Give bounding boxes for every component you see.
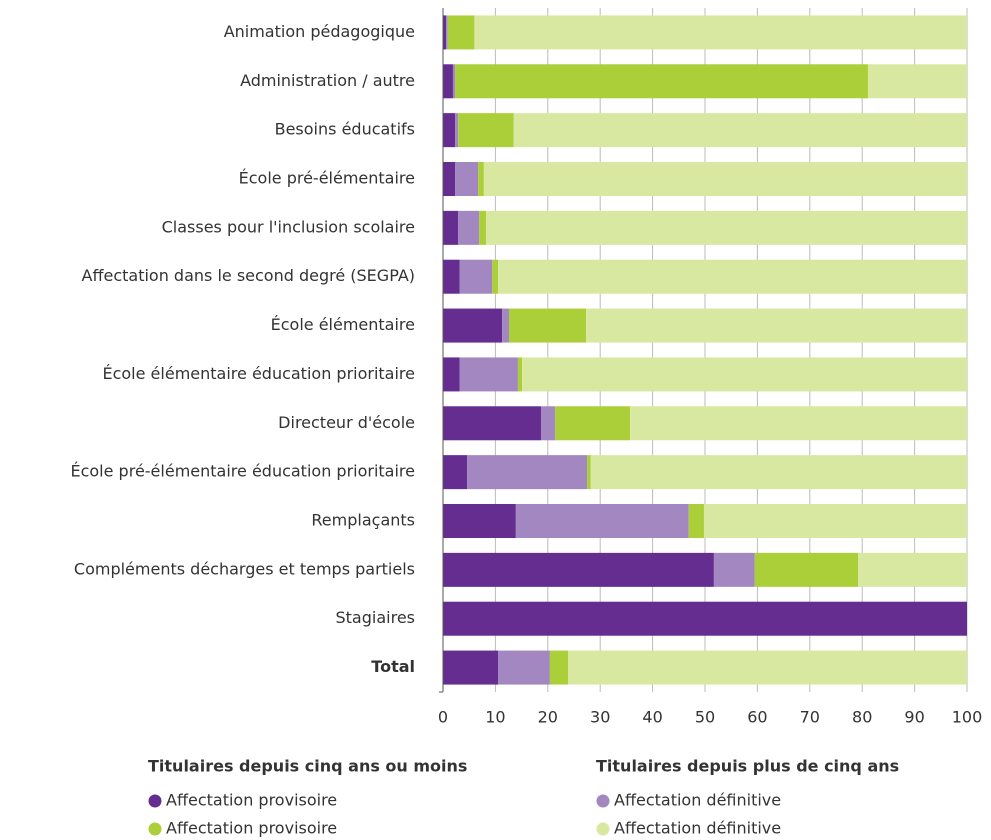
x-tick-label: 50 — [695, 708, 715, 727]
bar-segment — [590, 455, 967, 490]
y-tick-label: Classes pour l'inclusion scolaire — [162, 217, 415, 236]
y-tick-label: École élémentaire — [271, 315, 415, 334]
bar-segment — [713, 552, 755, 587]
bar-segment — [459, 259, 493, 294]
bar-segment — [478, 162, 484, 196]
bar-segment — [443, 455, 468, 490]
bar-segment — [443, 15, 447, 50]
bar-segment — [455, 162, 479, 196]
bar-segment — [443, 64, 453, 99]
y-tick-label: École pré-élémentaire éducation priorita… — [70, 462, 415, 481]
bar-segment — [630, 406, 967, 441]
legend-swatch — [596, 794, 610, 808]
legend-swatch — [596, 822, 610, 836]
legend-label: Affectation définitive — [614, 819, 781, 838]
legend-label: Affectation provisoire — [166, 819, 337, 838]
y-tick-label: Remplaçants — [311, 511, 415, 530]
bar-segment — [540, 406, 556, 441]
bar-segment — [447, 15, 475, 50]
legend-swatch — [148, 794, 162, 808]
bar-segment — [443, 210, 459, 245]
bar-segment — [443, 406, 541, 441]
bar-segment — [485, 210, 967, 245]
y-tick-label: Total — [371, 657, 415, 676]
x-tick-label: 10 — [485, 708, 505, 727]
bar-segment — [688, 504, 704, 538]
bar-segment — [458, 113, 514, 148]
legend-label: Affectation provisoire — [166, 791, 337, 810]
bar-segment — [517, 357, 523, 392]
bar-segment — [443, 113, 456, 148]
bar-segment — [513, 113, 967, 148]
bar-segment — [498, 650, 550, 685]
bar-segment — [492, 259, 499, 294]
bar-segment — [515, 504, 689, 538]
bar-segment — [467, 455, 588, 490]
bar-segment — [458, 210, 480, 245]
bar-segment — [443, 357, 460, 392]
y-tick-label: Administration / autre — [240, 71, 415, 90]
x-tick-label: 60 — [747, 708, 767, 727]
bar-segment — [754, 552, 859, 587]
x-tick-label: 80 — [852, 708, 872, 727]
bar-segment — [549, 650, 569, 685]
bar-segment — [459, 357, 518, 392]
bar-segment — [443, 601, 967, 636]
bar-segment — [568, 650, 967, 685]
legend-group-title: Titulaires depuis plus de cinq ans — [596, 757, 899, 776]
bar-segment — [483, 162, 967, 196]
bar-segment — [522, 357, 967, 392]
bar-segment — [858, 552, 967, 587]
bar-segment — [479, 210, 486, 245]
x-tick-label: 20 — [538, 708, 558, 727]
bar-segment — [474, 15, 967, 50]
y-tick-label: Directeur d'école — [278, 413, 415, 432]
bar-segment — [587, 455, 591, 490]
y-tick-label: Affectation dans le second degré (SEGPA) — [82, 266, 416, 285]
legend-group-title: Titulaires depuis cinq ans ou moins — [148, 757, 467, 776]
x-tick-label: 100 — [952, 708, 983, 727]
bar-segment — [443, 552, 714, 587]
bar-segment — [586, 308, 967, 343]
bar-segment — [452, 64, 456, 99]
legend-label: Affectation définitive — [614, 791, 781, 810]
bar-segment — [455, 64, 868, 99]
bar-segment — [502, 308, 510, 343]
bar-segment — [443, 308, 503, 343]
bar-segment — [443, 650, 499, 685]
x-tick-label: 40 — [642, 708, 662, 727]
x-tick-label: 0 — [438, 708, 448, 727]
bar-segment — [443, 504, 516, 538]
bar-segment — [443, 162, 456, 196]
y-tick-label: École pré-élémentaire — [239, 169, 415, 188]
x-tick-label: 30 — [590, 708, 610, 727]
legend-swatch — [148, 822, 162, 836]
y-tick-label: Compléments décharges et temps partiels — [74, 559, 415, 578]
bar-segment — [446, 15, 448, 50]
bar-segment — [555, 406, 631, 441]
y-tick-label: Stagiaires — [336, 608, 416, 627]
y-tick-label: Animation pédagogique — [224, 22, 415, 41]
bar-segment — [498, 259, 967, 294]
x-tick-label: 70 — [800, 708, 820, 727]
bar-segment — [443, 259, 460, 294]
bar-segment — [455, 113, 459, 148]
bar-segment — [703, 504, 967, 538]
bar-segment — [867, 64, 967, 99]
bar-segment — [509, 308, 587, 343]
y-tick-label: École élémentaire éducation prioritaire — [102, 364, 415, 383]
y-tick-label: Besoins éducatifs — [275, 120, 415, 139]
x-tick-label: 90 — [904, 708, 924, 727]
